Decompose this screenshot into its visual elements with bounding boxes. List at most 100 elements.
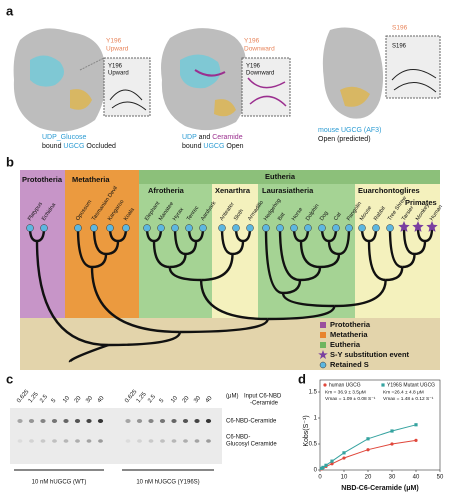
caption: UDP_Glucose [42,134,86,141]
surface-patch [70,89,92,110]
legend-marker [323,383,327,387]
concentration-label: 10 [62,395,71,404]
band [159,419,166,423]
panel-label: b [6,154,14,169]
branch [385,266,404,282]
band [194,419,200,423]
retained-dot [345,224,353,232]
branch [367,240,386,282]
caption-part: bound [182,143,202,150]
branch [108,331,182,347]
surface-patch [214,99,236,117]
branch [90,266,180,334]
caption-part: UGCG [63,143,84,150]
inset-label: Downward [246,71,274,77]
caption: mouse UGCG (AF3) [318,127,381,134]
band [194,439,200,443]
point [330,459,334,463]
clade-band [139,184,212,318]
band [28,419,35,423]
band [52,439,57,443]
clade-band [20,170,65,318]
clade-band [212,184,258,318]
branch [338,227,351,256]
band [148,419,154,423]
band [125,419,131,423]
branch [299,240,321,269]
branch [282,279,302,295]
band [63,439,69,443]
branch [402,227,415,256]
legend-label: S-Y substitution event [330,350,410,359]
band [137,439,142,443]
branch [278,227,301,282]
band [17,439,23,443]
x-tick-label: 50 [437,475,444,481]
callout: Y196 [106,38,122,45]
retained-dot [358,224,366,232]
band [160,439,165,443]
concentration-label: 5 [51,397,58,404]
retained-dot [246,224,254,232]
concentration-label: 20 [74,395,83,404]
band [171,419,177,423]
x-axis-label: NBD-C6-Ceramide (μM) [341,485,418,492]
branch [327,240,340,256]
point [324,463,328,467]
annotation: Vmax = 1.09 ± 0.08 S⁻¹ [325,396,376,402]
band [171,439,177,443]
substitution-star [412,221,424,232]
x-tick-label: 10 [341,475,348,481]
band [51,419,58,423]
plot-frame [319,379,441,471]
lane-label: 10 nM hUGCG (WT) [32,480,87,486]
branch [402,253,416,269]
inset-label: Y196 [108,64,123,70]
branch [334,279,387,308]
caption-part: Open [226,143,243,150]
inset-detail [391,69,437,93]
band [205,419,212,423]
branch [414,240,427,256]
caption-part: and [199,134,211,141]
point [414,423,418,427]
clade-band [65,170,139,318]
legend-marker [381,383,385,387]
concentration-label: 2.5 [39,394,49,405]
clade-label: Metatheria [72,175,110,184]
branch [267,305,336,321]
band [29,439,34,443]
structure: Y196 Upward Y196 Upward UDP_Glucose boun… [13,28,151,150]
y-axis-label: Kobs(S⁻¹) [303,415,310,446]
band [148,439,154,443]
y-tick-label: 0.5 [309,442,318,448]
branch [201,253,234,282]
retained-dot [122,224,130,232]
band [182,419,189,423]
chart: 0 0.5 1 1.5 0 10 20 30 40 50 NBD-C6-Ceramide (μM) K… [303,379,444,492]
retained-dot [290,224,298,232]
branch [173,227,186,256]
retained-dot [276,224,284,232]
root-band [20,318,440,370]
retained-dot [157,224,165,232]
band [17,419,23,423]
band [40,419,46,423]
band [125,439,131,443]
branch [232,240,245,256]
retained-dot [304,224,312,232]
band [183,439,188,443]
legend-label: Retained S [330,360,369,369]
substitution-star [398,221,410,232]
caption: Open (predicted) [318,136,371,143]
band [63,419,69,423]
branch [319,253,341,269]
inset-detail [109,89,147,111]
retained-dot [332,224,340,232]
x-tick-label: 20 [365,475,372,481]
retained-dot [262,224,270,232]
concentration-label: 40 [205,395,214,404]
clade-band [258,184,355,318]
branch [35,240,109,347]
x-tick-label: 40 [413,475,420,481]
